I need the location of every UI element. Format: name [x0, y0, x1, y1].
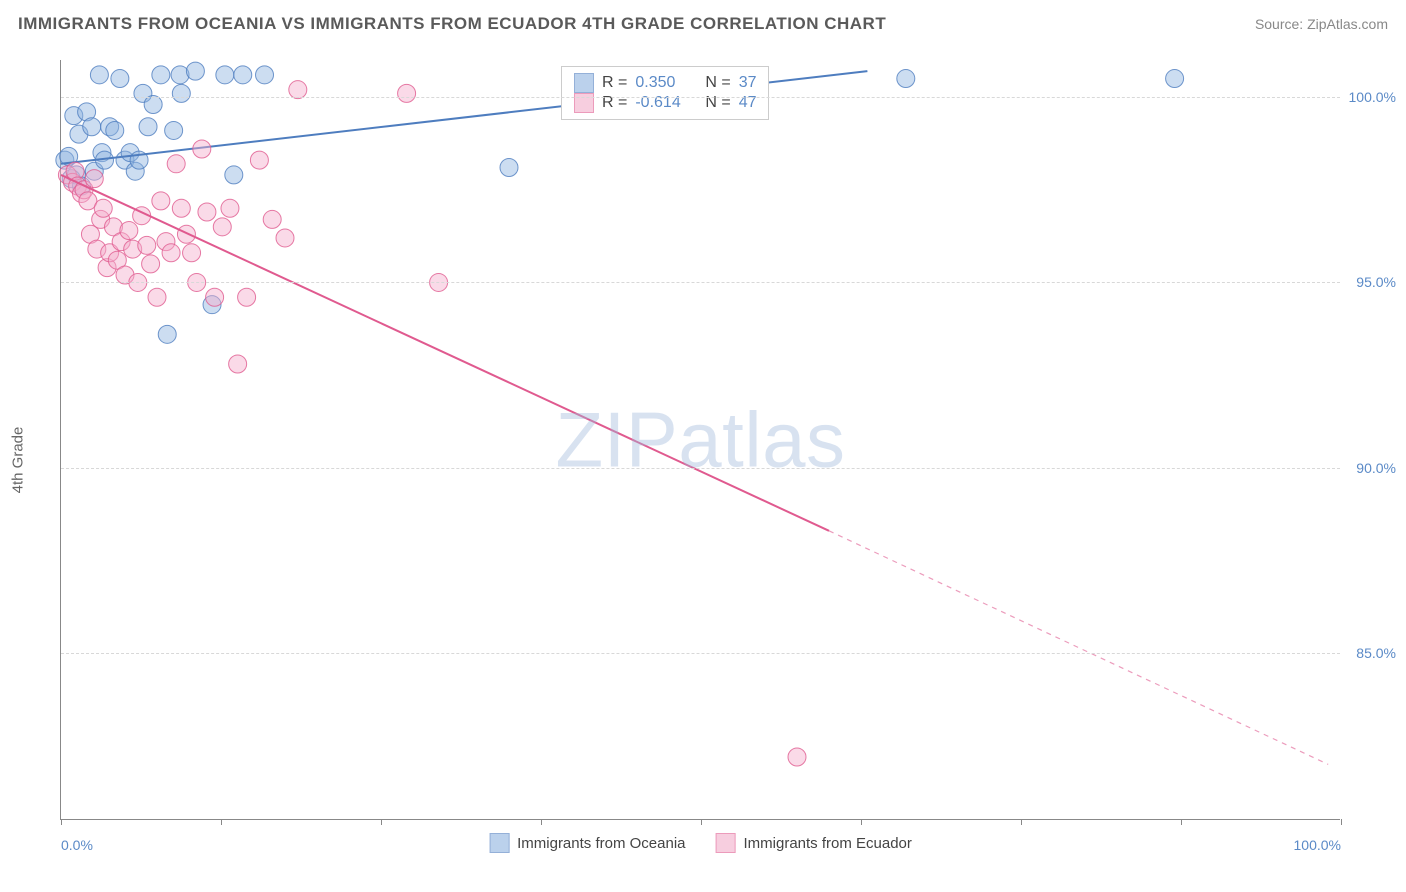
- data-point-ecuador: [198, 203, 216, 221]
- x-tick: [1341, 819, 1342, 825]
- scatter-plot-svg: [61, 60, 1340, 819]
- swatch-icon: [574, 93, 594, 113]
- swatch-icon: [574, 73, 594, 93]
- source-prefix: Source:: [1255, 16, 1307, 32]
- data-point-ecuador: [206, 288, 224, 306]
- regression-ext-ecuador: [829, 531, 1328, 765]
- y-tick-label: 90.0%: [1356, 460, 1396, 476]
- x-tick: [61, 819, 62, 825]
- data-point-oceania: [897, 70, 915, 88]
- x-tick: [221, 819, 222, 825]
- data-point-ecuador: [276, 229, 294, 247]
- r-label: R =: [602, 74, 627, 92]
- stats-legend: R = 0.350 N = 37R =-0.614N =47: [561, 66, 769, 120]
- data-point-oceania: [172, 84, 190, 102]
- source-name: ZipAtlas.com: [1307, 16, 1388, 32]
- data-point-oceania: [158, 325, 176, 343]
- data-point-ecuador: [148, 288, 166, 306]
- data-point-ecuador: [167, 155, 185, 173]
- stats-legend-row-ecuador: R =-0.614N =47: [574, 93, 756, 113]
- data-point-ecuador: [120, 222, 138, 240]
- gridline: [61, 468, 1340, 469]
- data-point-oceania: [165, 121, 183, 139]
- x-tick: [1021, 819, 1022, 825]
- data-point-ecuador: [172, 199, 190, 217]
- data-point-oceania: [139, 118, 157, 136]
- legend-label: Immigrants from Ecuador: [744, 835, 912, 852]
- swatch-icon: [716, 833, 736, 853]
- x-tick-label-left: 0.0%: [61, 837, 93, 853]
- x-tick: [861, 819, 862, 825]
- y-tick-label: 100.0%: [1349, 89, 1396, 105]
- gridline: [61, 97, 1340, 98]
- x-tick: [541, 819, 542, 825]
- data-point-ecuador: [152, 192, 170, 210]
- stats-legend-row-oceania: R = 0.350 N = 37: [574, 73, 756, 93]
- data-point-ecuador: [94, 199, 112, 217]
- data-point-ecuador: [213, 218, 231, 236]
- gridline: [61, 653, 1340, 654]
- y-tick-label: 85.0%: [1356, 645, 1396, 661]
- data-point-ecuador: [238, 288, 256, 306]
- data-point-ecuador: [177, 225, 195, 243]
- data-point-oceania: [256, 66, 274, 84]
- y-tick-label: 95.0%: [1356, 274, 1396, 290]
- data-point-ecuador: [289, 81, 307, 99]
- data-point-ecuador: [85, 170, 103, 188]
- data-point-ecuador: [193, 140, 211, 158]
- data-point-ecuador: [183, 244, 201, 262]
- data-point-oceania: [234, 66, 252, 84]
- bottom-legend: Immigrants from Oceania Immigrants from E…: [489, 833, 912, 853]
- data-point-oceania: [111, 70, 129, 88]
- data-point-oceania: [225, 166, 243, 184]
- x-tick: [701, 819, 702, 825]
- y-axis-label: 4th Grade: [10, 427, 27, 494]
- data-point-ecuador: [142, 255, 160, 273]
- bottom-legend-item-oceania: Immigrants from Oceania: [489, 833, 685, 853]
- data-point-oceania: [90, 66, 108, 84]
- data-point-ecuador: [263, 210, 281, 228]
- data-point-oceania: [144, 95, 162, 113]
- data-point-ecuador: [398, 84, 416, 102]
- data-point-oceania: [216, 66, 234, 84]
- data-point-ecuador: [138, 236, 156, 254]
- legend-label: Immigrants from Oceania: [517, 835, 685, 852]
- x-tick-label-right: 100.0%: [1294, 837, 1341, 853]
- r-value: 0.350: [635, 74, 697, 92]
- data-point-ecuador: [788, 748, 806, 766]
- x-tick: [1181, 819, 1182, 825]
- x-tick: [381, 819, 382, 825]
- bottom-legend-item-ecuador: Immigrants from Ecuador: [716, 833, 912, 853]
- chart-container: 4th Grade ZIPatlas R =0.350N =37R =-0.61…: [50, 50, 1390, 870]
- swatch-icon: [489, 833, 509, 853]
- data-point-oceania: [500, 159, 518, 177]
- data-point-oceania: [152, 66, 170, 84]
- data-point-oceania: [1166, 70, 1184, 88]
- n-value: 37: [739, 74, 757, 92]
- gridline: [61, 282, 1340, 283]
- regression-line-ecuador: [61, 175, 829, 531]
- data-point-oceania: [106, 121, 124, 139]
- data-point-ecuador: [250, 151, 268, 169]
- data-point-ecuador: [221, 199, 239, 217]
- plot-area: ZIPatlas R =0.350N =37R =-0.614N =47 Imm…: [60, 60, 1340, 820]
- data-point-ecuador: [162, 244, 180, 262]
- page-title: IMMIGRANTS FROM OCEANIA VS IMMIGRANTS FR…: [18, 14, 886, 34]
- data-point-oceania: [186, 62, 204, 80]
- data-point-oceania: [83, 118, 101, 136]
- n-label: N =: [705, 74, 730, 92]
- data-point-ecuador: [229, 355, 247, 373]
- source-attribution: Source: ZipAtlas.com: [1255, 16, 1388, 32]
